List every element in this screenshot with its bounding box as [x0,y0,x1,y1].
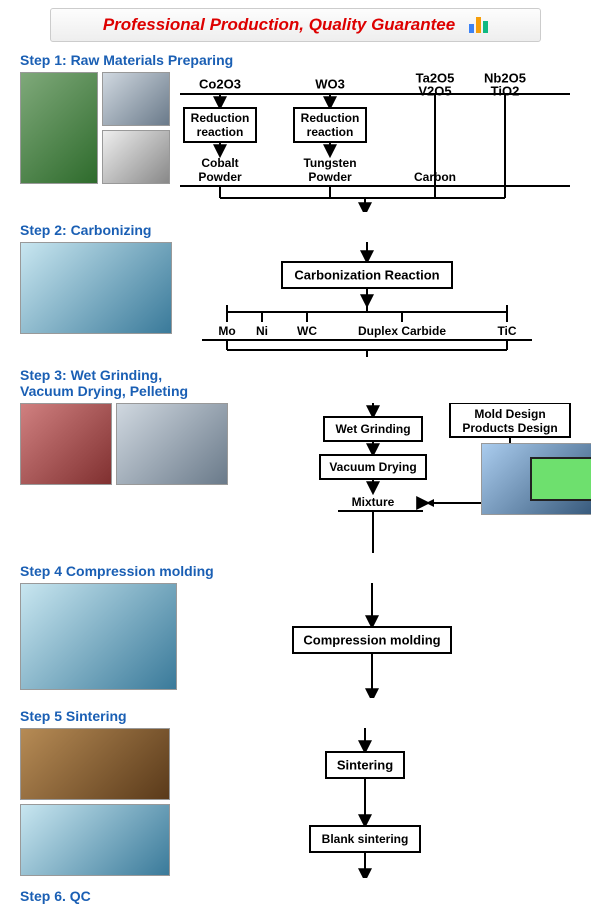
sint-box: Sintering [337,757,393,772]
step3-title-a: Step 3: Wet Grinding, [20,367,591,383]
photo-step4 [20,583,177,690]
step3-flow: Wet Grinding Vacuum Drying Mixture Mold … [228,403,591,553]
step1-flow: Co2O3 WO3 Ta2O5 V2O5 Nb2O5 TiO2 Reductio… [170,72,591,212]
comp-box: Compression molding [303,632,440,647]
step2-flow: Carbonization Reaction Mo Ni WC Duplex C… [172,242,591,357]
step4-flow: Compression molding [177,583,591,698]
wet-box: Wet Grinding [336,422,411,436]
step5-flow: Sintering Blank sintering [170,728,591,878]
step2-title: Step 2: Carbonizing [20,222,591,238]
design1: Mold Design [475,407,546,421]
chart-icon [469,17,488,33]
vac-box: Vacuum Drying [330,460,417,474]
tun1: Tungsten [304,156,357,170]
step6-title: Step 6. QC [20,888,591,904]
photo-step3a [20,403,112,485]
blank-box: Blank sintering [322,832,409,846]
lbl-co2o3: Co2O3 [200,76,242,91]
banner: Professional Production, Quality Guarant… [50,8,541,42]
step3-title-b: Vacuum Drying, Pelleting [20,383,591,399]
photo-barrels [20,72,98,184]
photo-step3b [116,403,228,485]
photo-powder [102,130,170,184]
design2: Products Design [463,421,558,435]
photo-step5a [20,728,170,800]
photo-step2 [20,242,172,334]
photo-design [481,443,591,515]
tun2: Powder [309,170,353,184]
photo-rock [102,72,170,126]
photo-step5b [20,804,170,876]
banner-text: Professional Production, Quality Guarant… [103,15,455,35]
step5-title: Step 5 Sintering [20,708,591,724]
lbl-wo3: WO3 [316,76,346,91]
red2a: Reduction [301,111,360,125]
lbl-tic: TiC [497,324,516,338]
lbl-ni: Ni [256,324,268,338]
red2b: reaction [307,125,354,139]
lbl-wc: WC [297,324,317,338]
cob2: Powder [199,170,243,184]
step4-title: Step 4 Compression molding [20,563,591,579]
lbl-duplex: Duplex Carbide [358,324,446,338]
carbonization-box: Carbonization Reaction [294,267,439,282]
step1-images [20,72,170,189]
mix-lbl: Mixture [352,495,395,509]
lbl-mo: Mo [218,324,235,338]
cob1: Cobalt [202,156,239,170]
red1a: Reduction [191,111,250,125]
step1-svg: Co2O3 WO3 Ta2O5 V2O5 Nb2O5 TiO2 Reductio… [170,72,580,212]
step1-title: Step 1: Raw Materials Preparing [20,52,591,68]
red1b: reaction [197,125,244,139]
